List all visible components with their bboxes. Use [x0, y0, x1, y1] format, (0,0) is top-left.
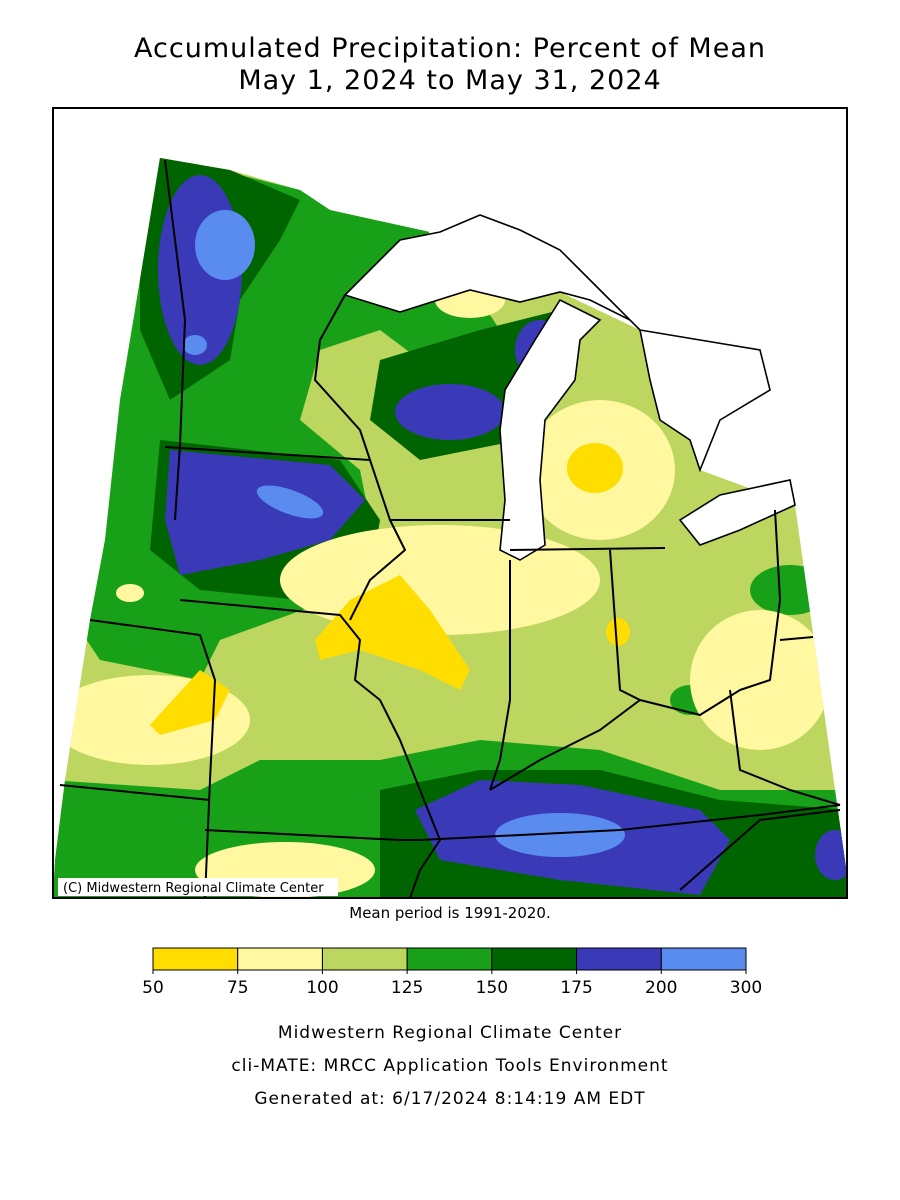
footer-line: cli-MATE: MRCC Application Tools Environ… [231, 1056, 668, 1076]
legend-swatch [491, 947, 578, 971]
legend-tick-label: 175 [560, 978, 592, 998]
legend-swatch [321, 947, 408, 971]
footer-line: Generated at: 6/17/2024 8:14:19 AM EDT [254, 1089, 645, 1109]
legend-swatch [152, 947, 239, 971]
legend: 50 75 100 125 150 175 200 300 [142, 947, 762, 998]
copyright: (C) Midwestern Regional Climate Center [63, 881, 324, 896]
legend-swatch [576, 947, 662, 971]
title: Accumulated Precipitation: Percent of Me… [134, 33, 766, 64]
legend-swatch [660, 947, 747, 971]
legend-tick-label: 75 [227, 978, 249, 998]
legend-tick-label: 200 [645, 978, 677, 998]
lakes-and-borders [52, 107, 848, 899]
subtitle: May 1, 2024 to May 31, 2024 [238, 65, 661, 96]
legend-tick-label: 125 [391, 978, 423, 998]
footer-line: Midwestern Regional Climate Center [278, 1023, 622, 1043]
legend-swatch [237, 947, 323, 971]
mean-note: Mean period is 1991-2020. [349, 904, 550, 922]
legend-tick-label: 150 [476, 978, 508, 998]
legend-tick-label: 300 [730, 978, 762, 998]
copyright-bg [58, 878, 338, 896]
legend-tick-label: 100 [306, 978, 338, 998]
legend-swatch [406, 947, 493, 971]
legend-tick-label: 50 [142, 978, 164, 998]
